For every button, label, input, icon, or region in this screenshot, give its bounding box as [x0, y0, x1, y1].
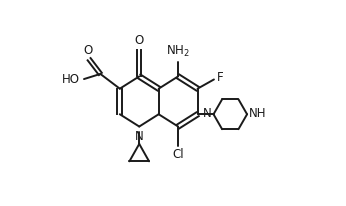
Text: NH$_2$: NH$_2$ — [166, 44, 190, 59]
Text: HO: HO — [62, 73, 80, 85]
Text: O: O — [84, 44, 93, 57]
Text: N: N — [203, 107, 211, 120]
Text: F: F — [216, 71, 223, 84]
Text: NH: NH — [249, 107, 267, 120]
Text: O: O — [135, 34, 144, 47]
Text: N: N — [135, 130, 144, 143]
Text: Cl: Cl — [172, 149, 184, 162]
